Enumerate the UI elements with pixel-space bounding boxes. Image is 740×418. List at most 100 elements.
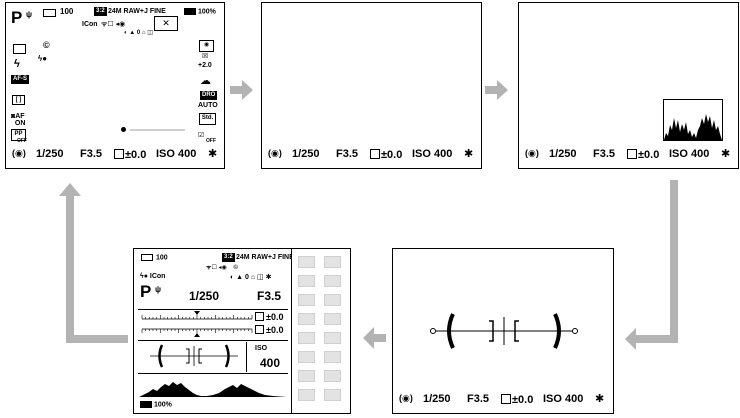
function-grid-divider [291, 249, 292, 413]
arrow-elbow2-head [59, 183, 81, 196]
function-grid-cell [298, 275, 315, 287]
function-grid [292, 249, 350, 413]
screen-simple: (◉) 1/250 F3.5 ±0.0 ISO 400 ✱ [261, 2, 482, 169]
nfc-icons: ◐ ▲ 0 ⌂ ◫ ✱ [230, 274, 272, 281]
screen-level: (◉) 1/250 F3.5 ±0.0 ISO 400 ✱ [392, 248, 614, 414]
flash-mode-icon: ϟ [14, 58, 20, 70]
focus-area-icon: [ ] [12, 95, 25, 105]
iso-value: ISO 400 [412, 148, 453, 160]
metered-manual-icon [255, 325, 264, 334]
picture-effect-icon: ☑ [198, 132, 205, 139]
arrow-elbow-left [634, 335, 678, 343]
settings-bar: (◉) 1/250 F3.5 ±0.0 ISO 400 ✱ [393, 394, 613, 408]
metering-icon: (◉) [268, 148, 282, 158]
image-size-quality: 24M RAW+J FINE [236, 254, 294, 261]
histogram [663, 99, 723, 141]
exposure-comp: ±0.0 [627, 149, 659, 161]
function-grid-cell [298, 313, 315, 325]
white-balance-icon: ☁ [200, 75, 211, 87]
function-grid-cell [298, 294, 315, 306]
exposure-icon [255, 312, 264, 321]
function-grid-cell [324, 351, 341, 363]
ae-lock-icon: ✱ [464, 148, 474, 160]
focus-indicator-dot [121, 127, 126, 132]
settings-bar: (◉) 1/250 F3.5 ±0.0 ISO 400 ✱ [6, 149, 224, 163]
exposure-icon [114, 149, 124, 159]
memory-card-icon [141, 254, 153, 261]
ae-lock-icon: ✱ [595, 393, 605, 405]
shutter-speed: 1/250 [189, 289, 220, 303]
face-detect-icon: ◙AF ON [11, 113, 26, 127]
exposure-icon [370, 149, 380, 159]
function-grid-cell [324, 389, 341, 401]
focus-mode-badge: AF-S [11, 75, 29, 84]
function-grid-cell [324, 370, 341, 382]
aperture-value: F3.5 [80, 148, 103, 160]
creative-style-icon: Std. [199, 113, 216, 125]
picture-effect-off: OFF [206, 138, 216, 144]
dro-badge: DRO [200, 91, 218, 100]
histogram-top-line [138, 373, 288, 374]
shutter-speed: 1/250 [292, 148, 320, 160]
digital-level-gauge [430, 313, 578, 349]
no-flash-box-icon: ✕ [154, 16, 178, 31]
battery-indicator: 100% [184, 8, 216, 15]
zoom-bar [130, 129, 185, 131]
battery-icon [184, 8, 196, 15]
function-grid-cell [324, 275, 341, 287]
memory-card-count: 100 [141, 254, 168, 261]
settings-bar: (◉) 1/250 F3.5 ±0.0 ISO 400 ✱ [519, 149, 738, 163]
exposure-icon [627, 149, 637, 159]
iso-value: 400 [260, 356, 281, 370]
function-grid-cell [298, 351, 315, 363]
shutter-speed: 1/250 [423, 393, 451, 405]
settings-bar: (◉) 1/250 F3.5 ±0.0 ISO 400 ✱ [262, 149, 481, 163]
aperture-value: F3.5 [593, 148, 616, 160]
arrow-elbow2-left [66, 335, 128, 343]
status-icons-row: ᯤ☐ ◂◉ © [206, 265, 238, 271]
arrow-elbow-head [625, 328, 636, 350]
screen-for-viewfinder: 100 3:2 24M RAW+J FINE ᯤ☐ ◂◉ © ϟ● ICon ◐… [133, 248, 351, 414]
shutter-speed: 1/250 [549, 148, 577, 160]
shooting-mode: P [11, 8, 23, 27]
nfc-icons: ◐ ▲ 0 ⌂ ◫ [124, 30, 153, 36]
image-size-quality: 24M RAW+J FINE [108, 8, 166, 15]
screen-histogram: (◉) 1/250 F3.5 ±0.0 ISO 400 ✱ [518, 2, 739, 169]
function-grid-cell [298, 370, 315, 382]
metering-icon: (◉) [12, 148, 26, 158]
aspect-ratio-badge: 3:2 [222, 253, 235, 262]
function-grid-cell [324, 294, 341, 306]
arrow-left-1 [372, 334, 386, 342]
ae-lock-icon: ✱ [721, 148, 731, 160]
picture-profile-off: OFF [17, 138, 27, 144]
picture-profile-icon: PP [11, 129, 26, 141]
arrow-right-2-head [497, 80, 508, 100]
function-grid-cell [324, 313, 341, 325]
function-grid-cell [298, 256, 315, 268]
face-registration-icon: ICon [82, 21, 98, 28]
shooting-mode: P [140, 282, 152, 301]
shutter-speed: 1/250 [36, 148, 64, 160]
aperture-value: F3.5 [336, 148, 359, 160]
exposure-comp: ±0.0 [370, 149, 402, 161]
exposure-comp-1: ±0.0 [255, 312, 283, 322]
level-iso-divider [246, 342, 247, 372]
battery-icon [140, 401, 152, 408]
battery-percent: 100% [197, 8, 216, 16]
flash-mode-icons: ϟ● ICon [140, 273, 166, 280]
exposure-comp-2: ±0.0 [255, 325, 283, 335]
dro-auto: AUTO [198, 102, 218, 109]
exposure-scale [141, 311, 253, 337]
histogram-graph [664, 114, 722, 140]
aperture-value: F3.5 [467, 393, 490, 405]
exposure-icon [501, 394, 511, 404]
exposure-comp: ±0.0 [501, 394, 533, 406]
steadyshot-icon: ψ [26, 10, 33, 19]
shots-remaining: 100 [60, 7, 74, 16]
drive-mode-icon [13, 44, 26, 54]
ae-lock-icon: ✱ [208, 148, 218, 160]
iso-label: ISO [255, 345, 268, 352]
arrow-elbow2-up [66, 194, 74, 343]
function-grid-cell [324, 332, 341, 344]
wifi-icon: ᯤ☐ ◂◉ [101, 21, 126, 28]
